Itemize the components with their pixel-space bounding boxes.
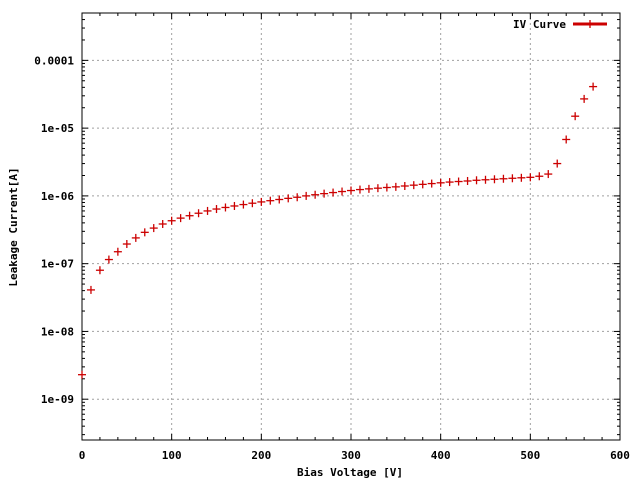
legend-label: IV Curve: [513, 18, 566, 31]
x-tick-label: 0: [79, 449, 86, 462]
x-tick-label: 600: [610, 449, 630, 462]
x-tick-label: 200: [251, 449, 271, 462]
data-point: [203, 206, 212, 215]
data-point: [140, 228, 149, 237]
data-point: [544, 170, 553, 179]
data-point: [284, 194, 293, 203]
data-point: [86, 285, 95, 294]
data-point: [499, 174, 508, 183]
data-point: [571, 112, 580, 121]
data-point: [454, 177, 463, 186]
data-point: [248, 199, 257, 208]
data-point: [364, 184, 373, 193]
data-point: [293, 193, 302, 202]
data-point: [275, 195, 284, 204]
data-point: [355, 185, 364, 194]
y-tick-label: 1e-06: [41, 190, 74, 203]
y-tick-label: 1e-08: [41, 325, 74, 338]
data-point: [526, 173, 535, 182]
axis-ticks: [81, 13, 621, 440]
data-point: [589, 82, 598, 91]
data-point: [131, 233, 140, 242]
data-point: [113, 247, 122, 256]
data-point: [266, 196, 275, 205]
y-tick-label: 1e-09: [41, 393, 74, 406]
data-point: [400, 181, 409, 190]
data-point: [302, 191, 311, 200]
data-point: [122, 240, 131, 249]
data-point: [78, 370, 86, 379]
data-point: [409, 181, 418, 190]
data-point: [508, 174, 517, 183]
data-point: [338, 187, 347, 196]
data-point: [490, 175, 499, 184]
data-point: [320, 189, 329, 198]
data-point: [382, 183, 391, 192]
y-axis-label: Leakage Current[A]: [7, 167, 20, 286]
data-point: [212, 205, 221, 214]
data-point: [347, 186, 355, 195]
data-point: [481, 175, 490, 184]
y-tick-label: 1e-07: [41, 258, 74, 271]
data-point: [158, 219, 167, 228]
data-point: [149, 224, 158, 233]
x-tick-label: 400: [431, 449, 451, 462]
data-point: [418, 180, 427, 189]
data-point: [517, 173, 526, 182]
y-tick-labels: 1e-09 1e-08 1e-07 1e-06 1e-05 0.0001: [34, 54, 74, 406]
legend: IV Curve: [513, 18, 607, 31]
y-tick-label: 1e-05: [41, 122, 74, 135]
data-point: [176, 214, 185, 223]
x-tick-label: 300: [341, 449, 361, 462]
data-point: [472, 176, 481, 185]
data-point: [463, 176, 472, 185]
data-point: [329, 188, 338, 197]
x-axis-label: Bias Voltage [V]: [297, 466, 403, 479]
data-point: [445, 178, 454, 187]
data-point: [230, 201, 239, 210]
data-point: [104, 255, 113, 264]
x-tick-labels: 0 100 200 300 400 500 600: [79, 449, 630, 462]
data-point: [311, 190, 320, 199]
data-points: [78, 82, 598, 379]
data-point: [373, 184, 382, 193]
data-point: [535, 172, 544, 181]
data-point: [239, 200, 248, 209]
legend-plus-marker: [586, 20, 594, 28]
data-point: [257, 197, 266, 206]
y-tick-label: 0.0001: [34, 54, 74, 67]
data-point: [185, 211, 194, 220]
grid-lines: [82, 13, 620, 440]
data-point: [427, 179, 436, 188]
x-tick-label: 100: [162, 449, 182, 462]
data-point: [221, 203, 230, 212]
data-point: [562, 135, 571, 144]
data-point: [167, 216, 176, 225]
data-point: [436, 178, 445, 187]
data-point: [553, 159, 562, 168]
x-tick-label: 500: [520, 449, 540, 462]
data-point: [391, 182, 400, 191]
legend-marker: [586, 20, 594, 28]
data-point: [95, 266, 104, 275]
data-point: [580, 94, 589, 103]
data-point: [194, 209, 203, 218]
